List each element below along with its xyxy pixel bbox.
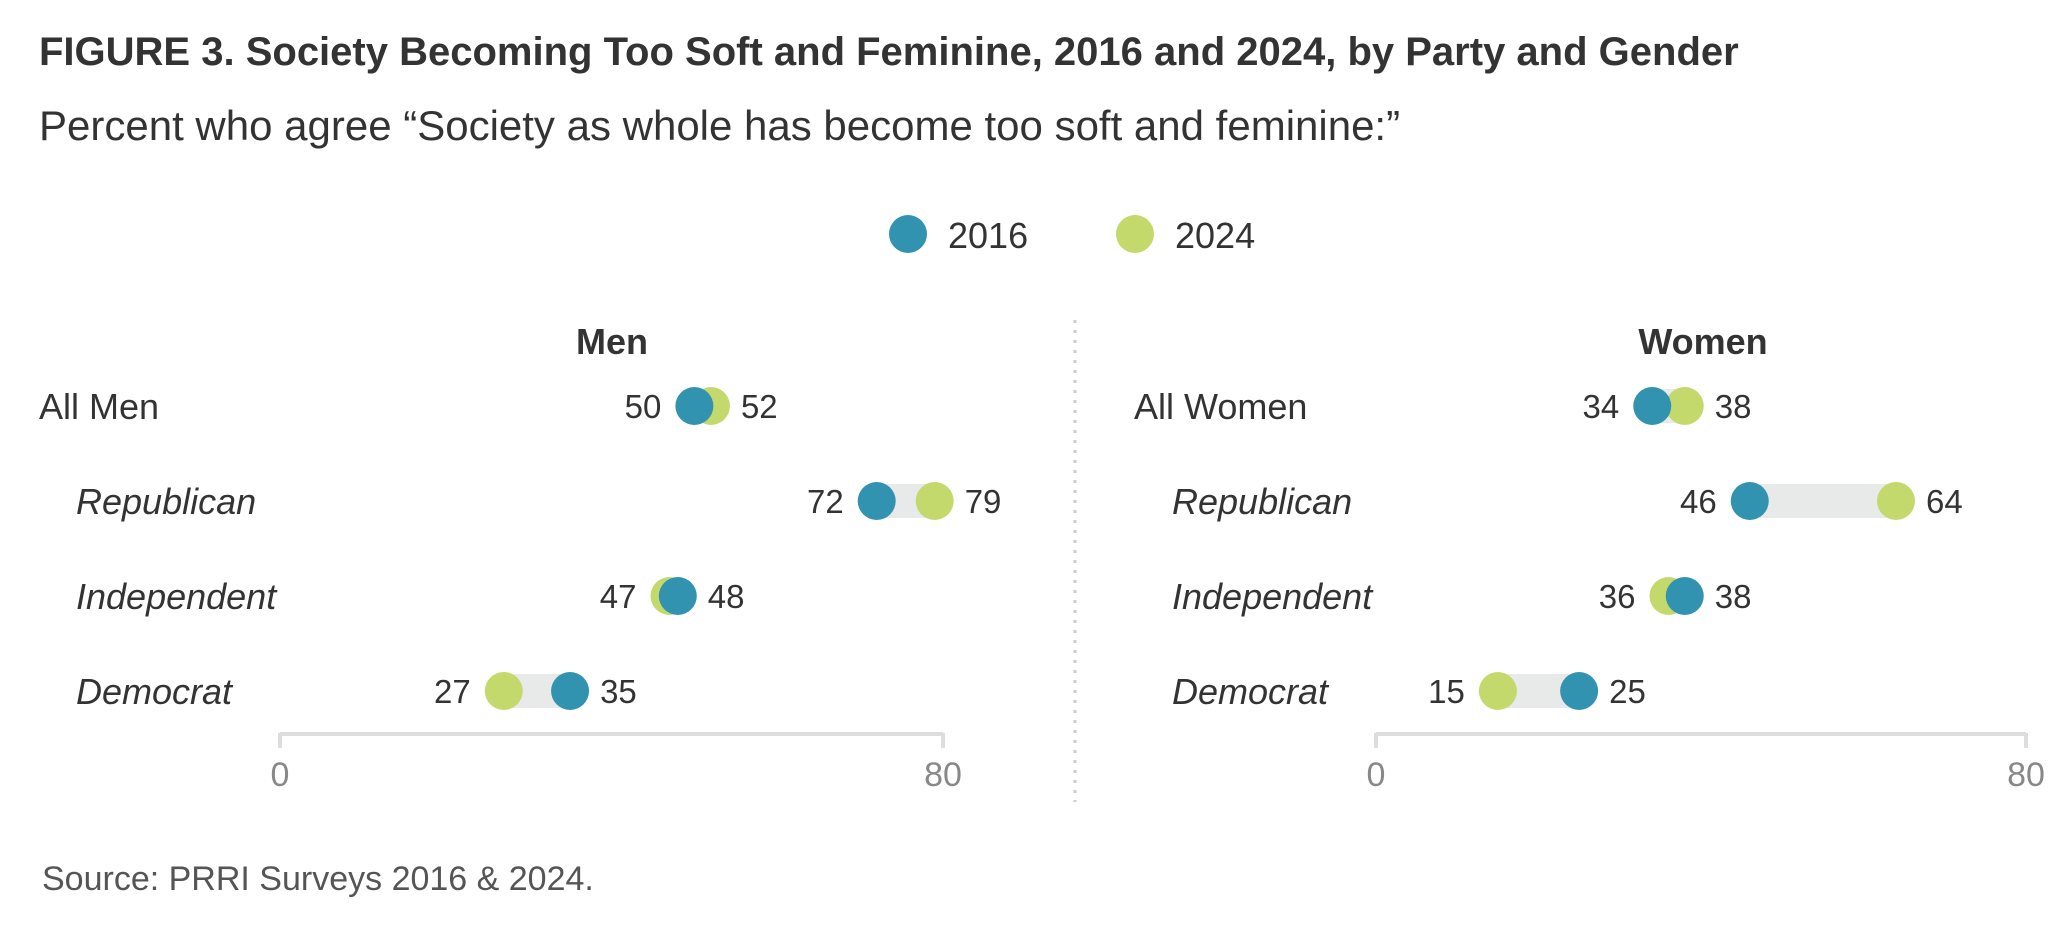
data-label-high: 52 xyxy=(741,388,778,425)
dot-2016 xyxy=(551,672,590,710)
data-label-low: 46 xyxy=(1680,483,1717,520)
data-label-low: 50 xyxy=(625,388,662,425)
dot-2024 xyxy=(915,482,954,520)
row-label: Republican xyxy=(76,481,256,522)
legend-label-2024: 2024 xyxy=(1175,215,1255,256)
x-tick-label: 80 xyxy=(924,756,962,794)
dot-2024 xyxy=(484,672,523,710)
dot-2016 xyxy=(857,482,896,520)
panel-men: Men 0 80 All Men 50 52 Republican 72 79 Independe… xyxy=(39,321,1001,794)
connector-bar xyxy=(1749,484,1896,518)
source-note: Source: PRRI Surveys 2016 & 2024. xyxy=(42,860,594,898)
dumbbell-row: All Women 34 38 xyxy=(1134,386,1751,427)
dumbbell-row: Democrat 15 25 xyxy=(1172,671,1646,712)
panel-women: Women 0 80 All Women 34 38 Republican 46 64 Indep… xyxy=(1134,321,2045,794)
dumbbell-row: Republican 72 79 xyxy=(76,481,1001,522)
dot-2024 xyxy=(1877,482,1915,520)
data-label-low: 36 xyxy=(1599,578,1636,615)
dot-2016 xyxy=(658,577,697,615)
row-label: All Men xyxy=(39,386,159,427)
row-label: Democrat xyxy=(76,671,234,712)
data-label-low: 72 xyxy=(807,483,844,520)
dumbbell-row: Republican 46 64 xyxy=(1172,481,1963,522)
dumbbell-row: All Men 50 52 xyxy=(39,386,778,427)
data-label-high: 79 xyxy=(965,483,1002,520)
row-label: Independent xyxy=(1172,576,1374,617)
dumbbell-row: Independent 47 48 xyxy=(76,576,745,617)
row-label: Independent xyxy=(76,576,278,617)
figure-subtitle: Percent who agree “Society as whole has … xyxy=(39,102,1401,149)
figure-title: FIGURE 3. Society Becoming Too Soft and … xyxy=(39,30,1739,74)
legend-label-2016: 2016 xyxy=(948,215,1028,256)
legend: 2016 2024 xyxy=(889,215,1255,256)
dot-2024 xyxy=(1478,672,1517,710)
data-label-high: 25 xyxy=(1609,673,1646,710)
legend-marker-2024 xyxy=(1116,215,1154,253)
data-label-high: 38 xyxy=(1715,578,1752,615)
chart-panels: Men 0 80 All Men 50 52 Republican 72 79 Independe… xyxy=(39,321,2045,794)
dumbbell-row: Independent 36 38 xyxy=(1172,576,1751,617)
panel-title: Women xyxy=(1638,321,1767,362)
data-label-high: 38 xyxy=(1715,388,1752,425)
dumbbell-row: Democrat 27 35 xyxy=(76,671,637,712)
dot-2016 xyxy=(1730,482,1769,520)
data-label-high: 35 xyxy=(600,673,637,710)
dot-2016 xyxy=(1560,672,1599,710)
dot-2016 xyxy=(1665,577,1704,615)
row-label: Democrat xyxy=(1172,671,1330,712)
data-label-low: 15 xyxy=(1428,673,1465,710)
x-tick-label: 80 xyxy=(2007,756,2045,794)
dot-2016 xyxy=(1633,387,1672,425)
data-label-high: 64 xyxy=(1926,483,1963,520)
dot-2024 xyxy=(1665,387,1704,425)
row-label: Republican xyxy=(1172,481,1352,522)
x-tick-label: 0 xyxy=(1367,756,1386,794)
data-label-low: 27 xyxy=(434,673,471,710)
data-label-low: 34 xyxy=(1583,388,1620,425)
dot-2016 xyxy=(675,387,714,425)
x-tick-label: 0 xyxy=(271,756,290,794)
data-label-low: 47 xyxy=(600,578,637,615)
panel-title: Men xyxy=(576,321,648,362)
data-label-high: 48 xyxy=(708,578,745,615)
row-label: All Women xyxy=(1134,386,1307,427)
legend-marker-2016 xyxy=(889,215,927,253)
